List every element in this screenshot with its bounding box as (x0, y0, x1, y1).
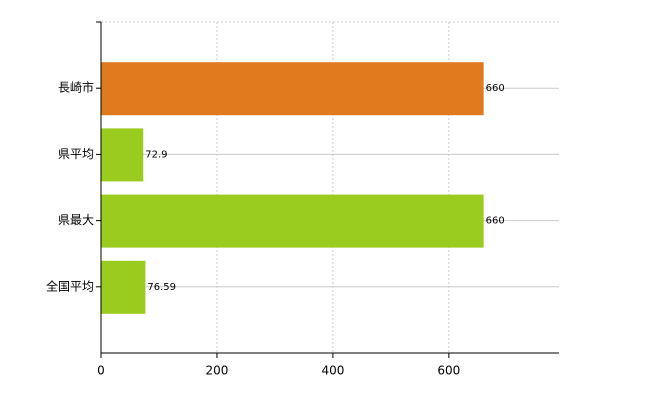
value-label: 72.9 (145, 149, 167, 160)
y-tick-label: 県最大 (58, 213, 94, 227)
y-tick-label: 県平均 (58, 147, 94, 161)
x-tick-label: 200 (205, 364, 228, 378)
value-label: 660 (486, 83, 505, 94)
value-label: 76.59 (147, 282, 176, 293)
x-tick-label: 400 (321, 364, 344, 378)
x-tick-label: 600 (437, 364, 460, 378)
y-tick-label: 長崎市 (58, 80, 94, 95)
bar (101, 128, 144, 182)
bar (101, 194, 484, 248)
bar (101, 260, 146, 314)
x-tick-label: 0 (97, 364, 105, 378)
value-label: 660 (486, 216, 505, 227)
y-tick-label: 全国平均 (46, 278, 94, 293)
bar (101, 62, 484, 116)
